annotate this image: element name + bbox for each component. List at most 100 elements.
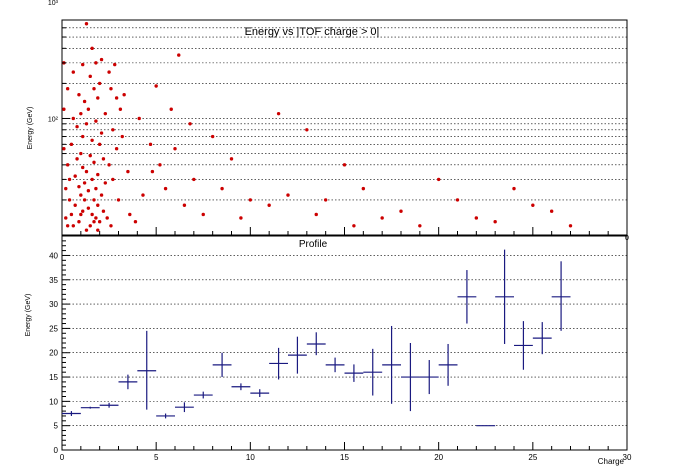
scatter-point	[73, 174, 77, 178]
profile-point	[495, 249, 514, 344]
scatter-point	[79, 151, 83, 156]
scatter-point	[73, 203, 77, 207]
scatter-point	[81, 209, 85, 213]
scatter-point	[154, 84, 158, 88]
scatter-point	[182, 203, 187, 207]
scatter-point	[64, 186, 68, 191]
scatter-point	[69, 212, 74, 217]
scatter-point	[97, 142, 102, 147]
scatter-point	[64, 216, 68, 220]
scatter-point	[455, 198, 460, 202]
scatter-point	[94, 186, 98, 191]
scatter-point	[512, 186, 516, 191]
scatter-point	[67, 177, 72, 182]
scatter-point	[114, 147, 119, 151]
profile-point	[401, 343, 420, 412]
scatter-point	[118, 107, 123, 111]
scatter-point	[101, 209, 106, 213]
profile-point	[382, 325, 401, 404]
profile-y-tick-label: 15	[49, 373, 58, 382]
scatter-point	[94, 61, 98, 65]
scatter-point	[114, 96, 119, 100]
profile-x-tick-label: 0	[60, 453, 65, 462]
profile-x-tick-label: 20	[434, 453, 443, 462]
scatter-point	[248, 198, 253, 202]
scatter-point	[169, 107, 173, 111]
scatter-point	[82, 99, 87, 104]
scatter-point	[103, 181, 108, 185]
scatter-point	[71, 224, 76, 228]
scatter-point	[92, 198, 96, 202]
profile-point	[363, 348, 383, 396]
scatter-point	[342, 163, 347, 167]
scatter-point	[92, 220, 96, 224]
profile-y-tick-label: 40	[49, 251, 58, 260]
scatter-point	[84, 169, 89, 174]
scatter-point	[229, 157, 234, 161]
scatter-point	[77, 184, 81, 189]
scatter-point	[133, 220, 138, 224]
profile-point	[532, 322, 552, 355]
scatter-y-axis-label: Energy (GeV)	[27, 107, 34, 150]
scatter-point	[86, 107, 91, 111]
scatter-point	[88, 224, 92, 228]
profile-point	[156, 413, 175, 419]
scatter-point	[163, 186, 168, 191]
scatter-point	[62, 107, 66, 111]
scatter-point	[111, 177, 115, 182]
scatter-point	[65, 87, 70, 91]
scatter-point	[549, 209, 554, 213]
profile-x-tick-label: 5	[154, 453, 159, 462]
scatter-point	[65, 163, 70, 167]
scatter-point	[99, 131, 104, 135]
profile-point	[344, 364, 364, 382]
scatter-point	[88, 153, 92, 158]
profile-point	[419, 360, 439, 395]
scatter-point	[79, 193, 83, 197]
profile-point	[514, 321, 533, 370]
scatter-point	[86, 188, 91, 193]
scatter-point	[568, 224, 573, 228]
scatter-point	[173, 147, 177, 151]
profile-x-axis-label: Charge	[598, 457, 625, 466]
profile-y-tick-label: 10	[49, 397, 58, 406]
profile-point	[231, 383, 251, 391]
scatter-point	[474, 216, 479, 220]
scatter-point	[81, 165, 85, 170]
scatter-point	[96, 96, 100, 100]
profile-y-tick-label: 30	[49, 300, 58, 309]
scatter-point	[88, 74, 92, 79]
scatter-point	[107, 70, 111, 74]
scatter-point	[493, 220, 497, 224]
profile-point	[457, 270, 477, 324]
scatter-point	[90, 177, 94, 182]
scatter-point	[120, 134, 124, 139]
scatter-point	[267, 203, 271, 207]
profile-panel: 0 5 10 15 20 25 30 35 40 0 5 10 15 20 25 30 Profile Ene…	[25, 235, 632, 466]
profile-x-tick-label: 30	[623, 453, 632, 462]
profile-points	[62, 249, 571, 427]
scatter-point	[188, 122, 192, 126]
scatter-point	[286, 193, 290, 197]
scatter-point	[82, 198, 87, 202]
scatter-point	[148, 142, 153, 147]
scatter-point	[101, 157, 106, 161]
scatter-point	[81, 134, 85, 139]
scatter-point	[92, 160, 96, 165]
scatter-point	[75, 157, 79, 161]
profile-point	[250, 389, 270, 397]
scatter-point	[113, 62, 117, 67]
profile-point	[193, 391, 213, 399]
scatter-point	[79, 212, 83, 217]
scatter-point	[109, 224, 113, 228]
scatter-point	[90, 46, 94, 51]
scatter-point	[71, 116, 76, 121]
scatter-point	[84, 228, 89, 232]
scatter-point	[380, 216, 384, 220]
scatter-point	[192, 177, 196, 182]
scatter-point	[137, 116, 141, 121]
scatter-point	[79, 111, 83, 116]
profile-point	[288, 336, 307, 374]
